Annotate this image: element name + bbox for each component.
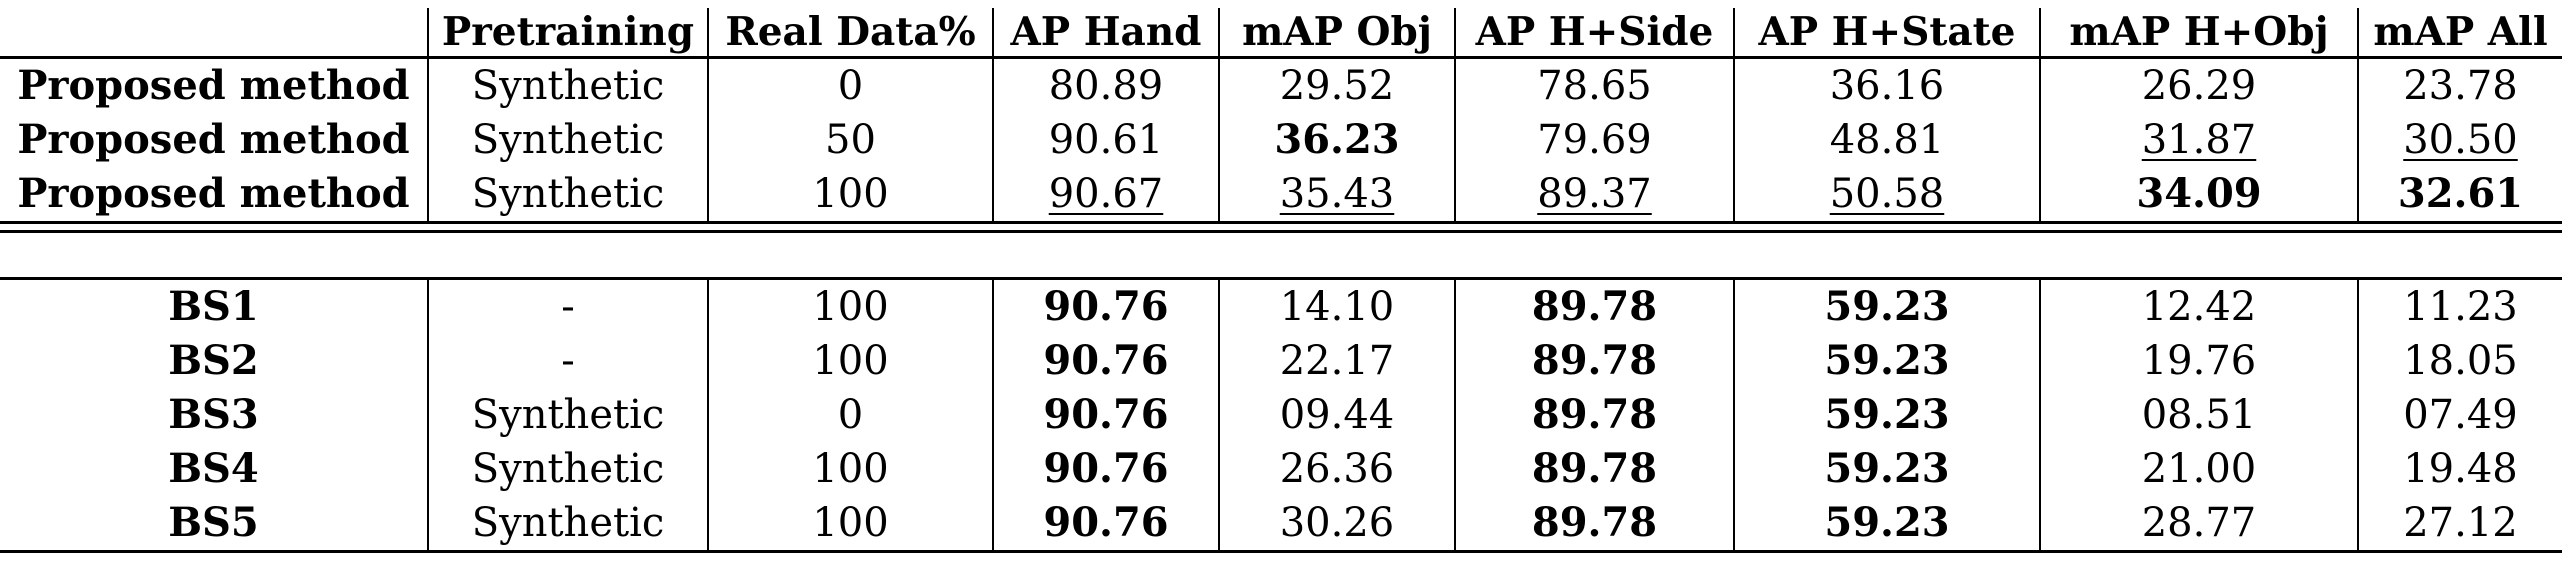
- map-hobj-cell: 28.77: [2039, 496, 2358, 553]
- map-all-cell: 30.50: [2357, 113, 2562, 167]
- real-data-cell: 0: [707, 57, 993, 113]
- ap-hand-cell: 90.67: [992, 167, 1219, 223]
- ap-hstate-cell: 36.16: [1733, 57, 2040, 113]
- map-all-cell: 32.61: [2357, 167, 2562, 223]
- map-all-cell: 27.12: [2357, 496, 2562, 553]
- table-row: BS4 Synthetic 100 90.76 26.36 89.78 59.2…: [0, 442, 2562, 496]
- map-all-cell: 11.23: [2357, 278, 2562, 334]
- map-all-cell: 18.05: [2357, 334, 2562, 388]
- map-obj-cell: 26.36: [1218, 442, 1455, 496]
- table-row: Proposed method Synthetic 0 80.89 29.52 …: [0, 57, 2562, 113]
- method-cell: BS5: [0, 496, 428, 553]
- ap-hand-cell: 90.76: [992, 334, 1219, 388]
- ap-hstate-cell: 59.23: [1733, 388, 2040, 442]
- header-row: Pretraining Real Data% AP Hand mAP Obj A…: [0, 8, 2562, 59]
- map-obj-cell: 30.26: [1218, 496, 1455, 553]
- ap-hside-cell: 89.78: [1454, 278, 1734, 334]
- ap-hstate-cell: 50.58: [1733, 167, 2040, 223]
- map-hobj-cell: 34.09: [2039, 167, 2358, 223]
- pretraining-cell: Synthetic: [427, 496, 708, 553]
- header-cell-ap-hstate: AP H+State: [1733, 8, 2040, 59]
- real-data-cell: 50: [707, 113, 993, 167]
- map-all-cell: 07.49: [2357, 388, 2562, 442]
- ap-hside-cell: 78.65: [1454, 57, 1734, 113]
- pretraining-cell: Synthetic: [427, 388, 708, 442]
- group-separator: [0, 221, 2562, 280]
- pretraining-cell: -: [427, 278, 708, 334]
- real-data-cell: 100: [707, 278, 993, 334]
- pretraining-cell: Synthetic: [427, 57, 708, 113]
- header-cell-ap-hside: AP H+Side: [1454, 8, 1734, 59]
- table-row: BS5 Synthetic 100 90.76 30.26 89.78 59.2…: [0, 496, 2562, 553]
- ap-hstate-cell: 48.81: [1733, 113, 2040, 167]
- ap-hand-cell: 90.61: [992, 113, 1219, 167]
- map-hobj-cell: 12.42: [2039, 278, 2358, 334]
- ap-hstate-cell: 59.23: [1733, 334, 2040, 388]
- ap-hand-cell: 80.89: [992, 57, 1219, 113]
- map-hobj-cell: 26.29: [2039, 57, 2358, 113]
- map-obj-cell: 22.17: [1218, 334, 1455, 388]
- table-row: Proposed method Synthetic 50 90.61 36.23…: [0, 113, 2562, 167]
- real-data-cell: 100: [707, 442, 993, 496]
- map-hobj-cell: 08.51: [2039, 388, 2358, 442]
- ap-hside-cell: 89.78: [1454, 334, 1734, 388]
- ap-hside-cell: 89.78: [1454, 388, 1734, 442]
- header-cell-ap-hand: AP Hand: [992, 8, 1219, 59]
- map-all-cell: 23.78: [2357, 57, 2562, 113]
- header-cell-pretraining: Pretraining: [427, 8, 708, 59]
- map-hobj-cell: 19.76: [2039, 334, 2358, 388]
- method-cell: BS4: [168, 445, 259, 492]
- map-all-cell: 19.48: [2357, 442, 2562, 496]
- ap-hstate-cell: 59.23: [1733, 278, 2040, 334]
- pretraining-cell: Synthetic: [427, 167, 708, 223]
- real-data-cell: 100: [707, 496, 993, 553]
- table-row: BS1 - 100 90.76 14.10 89.78 59.23 12.42 …: [0, 278, 2562, 334]
- method-cell: BS1: [168, 283, 259, 330]
- ap-hand-cell: 90.76: [992, 442, 1219, 496]
- method-cell: Proposed method: [17, 116, 410, 163]
- separator-cell: [0, 221, 2562, 280]
- ap-hstate-cell: 59.23: [1733, 496, 2040, 553]
- map-obj-cell: 36.23: [1218, 113, 1455, 167]
- header-cell-real-data: Real Data%: [707, 8, 993, 59]
- method-cell: BS2: [168, 337, 259, 384]
- map-obj-cell: 29.52: [1218, 57, 1455, 113]
- ap-hside-cell: 89.78: [1454, 496, 1734, 553]
- map-obj-cell: 09.44: [1218, 388, 1455, 442]
- map-obj-cell: 35.43: [1218, 167, 1455, 223]
- header-cell-map-hobj: mAP H+Obj: [2039, 8, 2358, 59]
- ap-hside-cell: 89.78: [1454, 442, 1734, 496]
- table-row: BS3 Synthetic 0 90.76 09.44 89.78 59.23 …: [0, 388, 2562, 442]
- table-row: BS2 - 100 90.76 22.17 89.78 59.23 19.76 …: [0, 334, 2562, 388]
- ap-hstate-cell: 59.23: [1733, 442, 2040, 496]
- ap-hand-cell: 90.76: [992, 496, 1219, 553]
- ap-hside-cell: 89.37: [1454, 167, 1734, 223]
- header-cell-method: [0, 8, 428, 59]
- table-row: Proposed method Synthetic 100 90.67 35.4…: [0, 167, 2562, 223]
- method-cell: BS3: [168, 391, 259, 438]
- ap-hand-cell: 90.76: [992, 388, 1219, 442]
- method-cell: Proposed method: [17, 62, 410, 109]
- real-data-cell: 100: [707, 167, 993, 223]
- ap-hside-cell: 79.69: [1454, 113, 1734, 167]
- pretraining-cell: Synthetic: [427, 113, 708, 167]
- header-cell-map-obj: mAP Obj: [1218, 8, 1455, 59]
- method-cell: Proposed method: [17, 170, 410, 217]
- map-hobj-cell: 21.00: [2039, 442, 2358, 496]
- map-hobj-cell: 31.87: [2039, 113, 2358, 167]
- map-obj-cell: 14.10: [1218, 278, 1455, 334]
- header-cell-map-all: mAP All: [2357, 8, 2562, 59]
- results-table: Pretraining Real Data% AP Hand mAP Obj A…: [0, 8, 2562, 553]
- real-data-cell: 0: [707, 388, 993, 442]
- ap-hand-cell: 90.76: [992, 278, 1219, 334]
- real-data-cell: 100: [707, 334, 993, 388]
- pretraining-cell: Synthetic: [427, 442, 708, 496]
- pretraining-cell: -: [427, 334, 708, 388]
